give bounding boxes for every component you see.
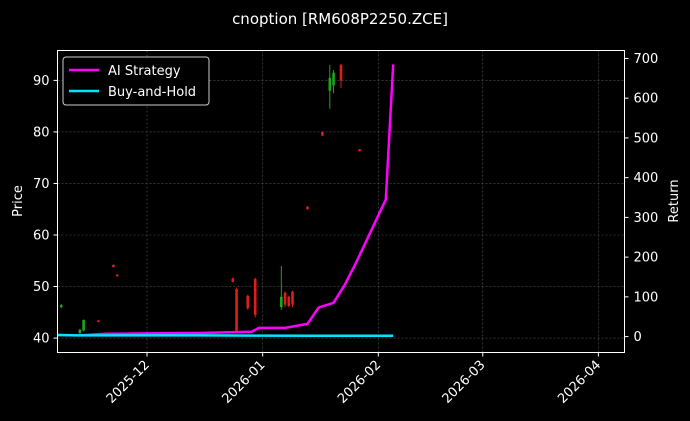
- y-right-tick-label: 400: [634, 171, 659, 186]
- candlesticks: [59, 63, 361, 335]
- y-left-tick-label: 70: [33, 177, 50, 192]
- ai-strategy-line: [57, 64, 395, 337]
- y-axis-right-label: Return: [667, 179, 682, 222]
- x-tick-label: 2026-03: [440, 358, 489, 407]
- candle-down-body: [291, 291, 294, 305]
- x-axis: 2025-12 2026-01 2026-02 2026-03 2026-04: [104, 352, 604, 407]
- candle-up-body: [332, 72, 335, 86]
- x-tick-label: 2026-01: [219, 358, 268, 407]
- plot-frame: [57, 50, 625, 353]
- y-right-tick-label: 500: [634, 131, 659, 146]
- candle-down-body: [283, 292, 287, 305]
- legend-label-ai-strategy: AI Strategy: [108, 64, 181, 79]
- candle-down-body: [339, 64, 343, 81]
- candle-down-body: [321, 131, 324, 136]
- candle-down-body: [306, 206, 309, 210]
- grid: [57, 50, 625, 353]
- buy-and-hold-line: [57, 333, 394, 338]
- x-tick-label: 2026-04: [555, 358, 604, 407]
- chart-title: cnoption [RM608P2250.ZCE]: [232, 10, 448, 28]
- candle-up-body: [328, 77, 332, 91]
- candle-down-body: [115, 274, 119, 277]
- legend-label-buy-and-hold: Buy-and-Hold: [108, 85, 196, 100]
- y-right-tick-label: 700: [634, 52, 659, 67]
- candle-down-body: [287, 296, 291, 307]
- y-axis-right: 0 100 200 300 400 500 600 700: [624, 52, 659, 345]
- y-left-tick-label: 50: [33, 280, 50, 295]
- legend: AI Strategy Buy-and-Hold: [62, 56, 210, 106]
- y-right-tick-label: 200: [634, 251, 659, 266]
- candle-up-body: [78, 329, 82, 333]
- candle-down-body: [246, 295, 250, 309]
- legend-box: [62, 56, 210, 106]
- series-lines: [57, 64, 395, 338]
- y-left-tick-label: 60: [33, 228, 50, 243]
- candle-up-body: [280, 296, 283, 308]
- candle-down-body: [112, 264, 115, 267]
- candle-down-body: [97, 320, 100, 323]
- y-right-tick-label: 100: [634, 290, 659, 305]
- x-tick-label: 2026-02: [335, 358, 384, 407]
- y-right-tick-label: 0: [634, 330, 642, 345]
- x-tick-label: 2025-12: [104, 358, 153, 407]
- y-left-tick-label: 40: [33, 332, 50, 347]
- y-left-tick-label: 90: [33, 74, 50, 89]
- y-right-tick-label: 600: [634, 92, 659, 107]
- candle-down-body: [231, 278, 235, 282]
- y-axis-left: 40 50 60 70 80 90: [33, 74, 58, 347]
- candle-up-body: [82, 320, 85, 331]
- y-right-tick-label: 300: [634, 211, 659, 226]
- candle-down-body: [358, 149, 361, 151]
- y-axis-left-label: Price: [11, 185, 26, 217]
- candle-down-body: [253, 278, 257, 315]
- candle-up-body: [59, 305, 63, 308]
- candle-down-body: [235, 289, 238, 332]
- y-left-tick-label: 80: [33, 125, 50, 140]
